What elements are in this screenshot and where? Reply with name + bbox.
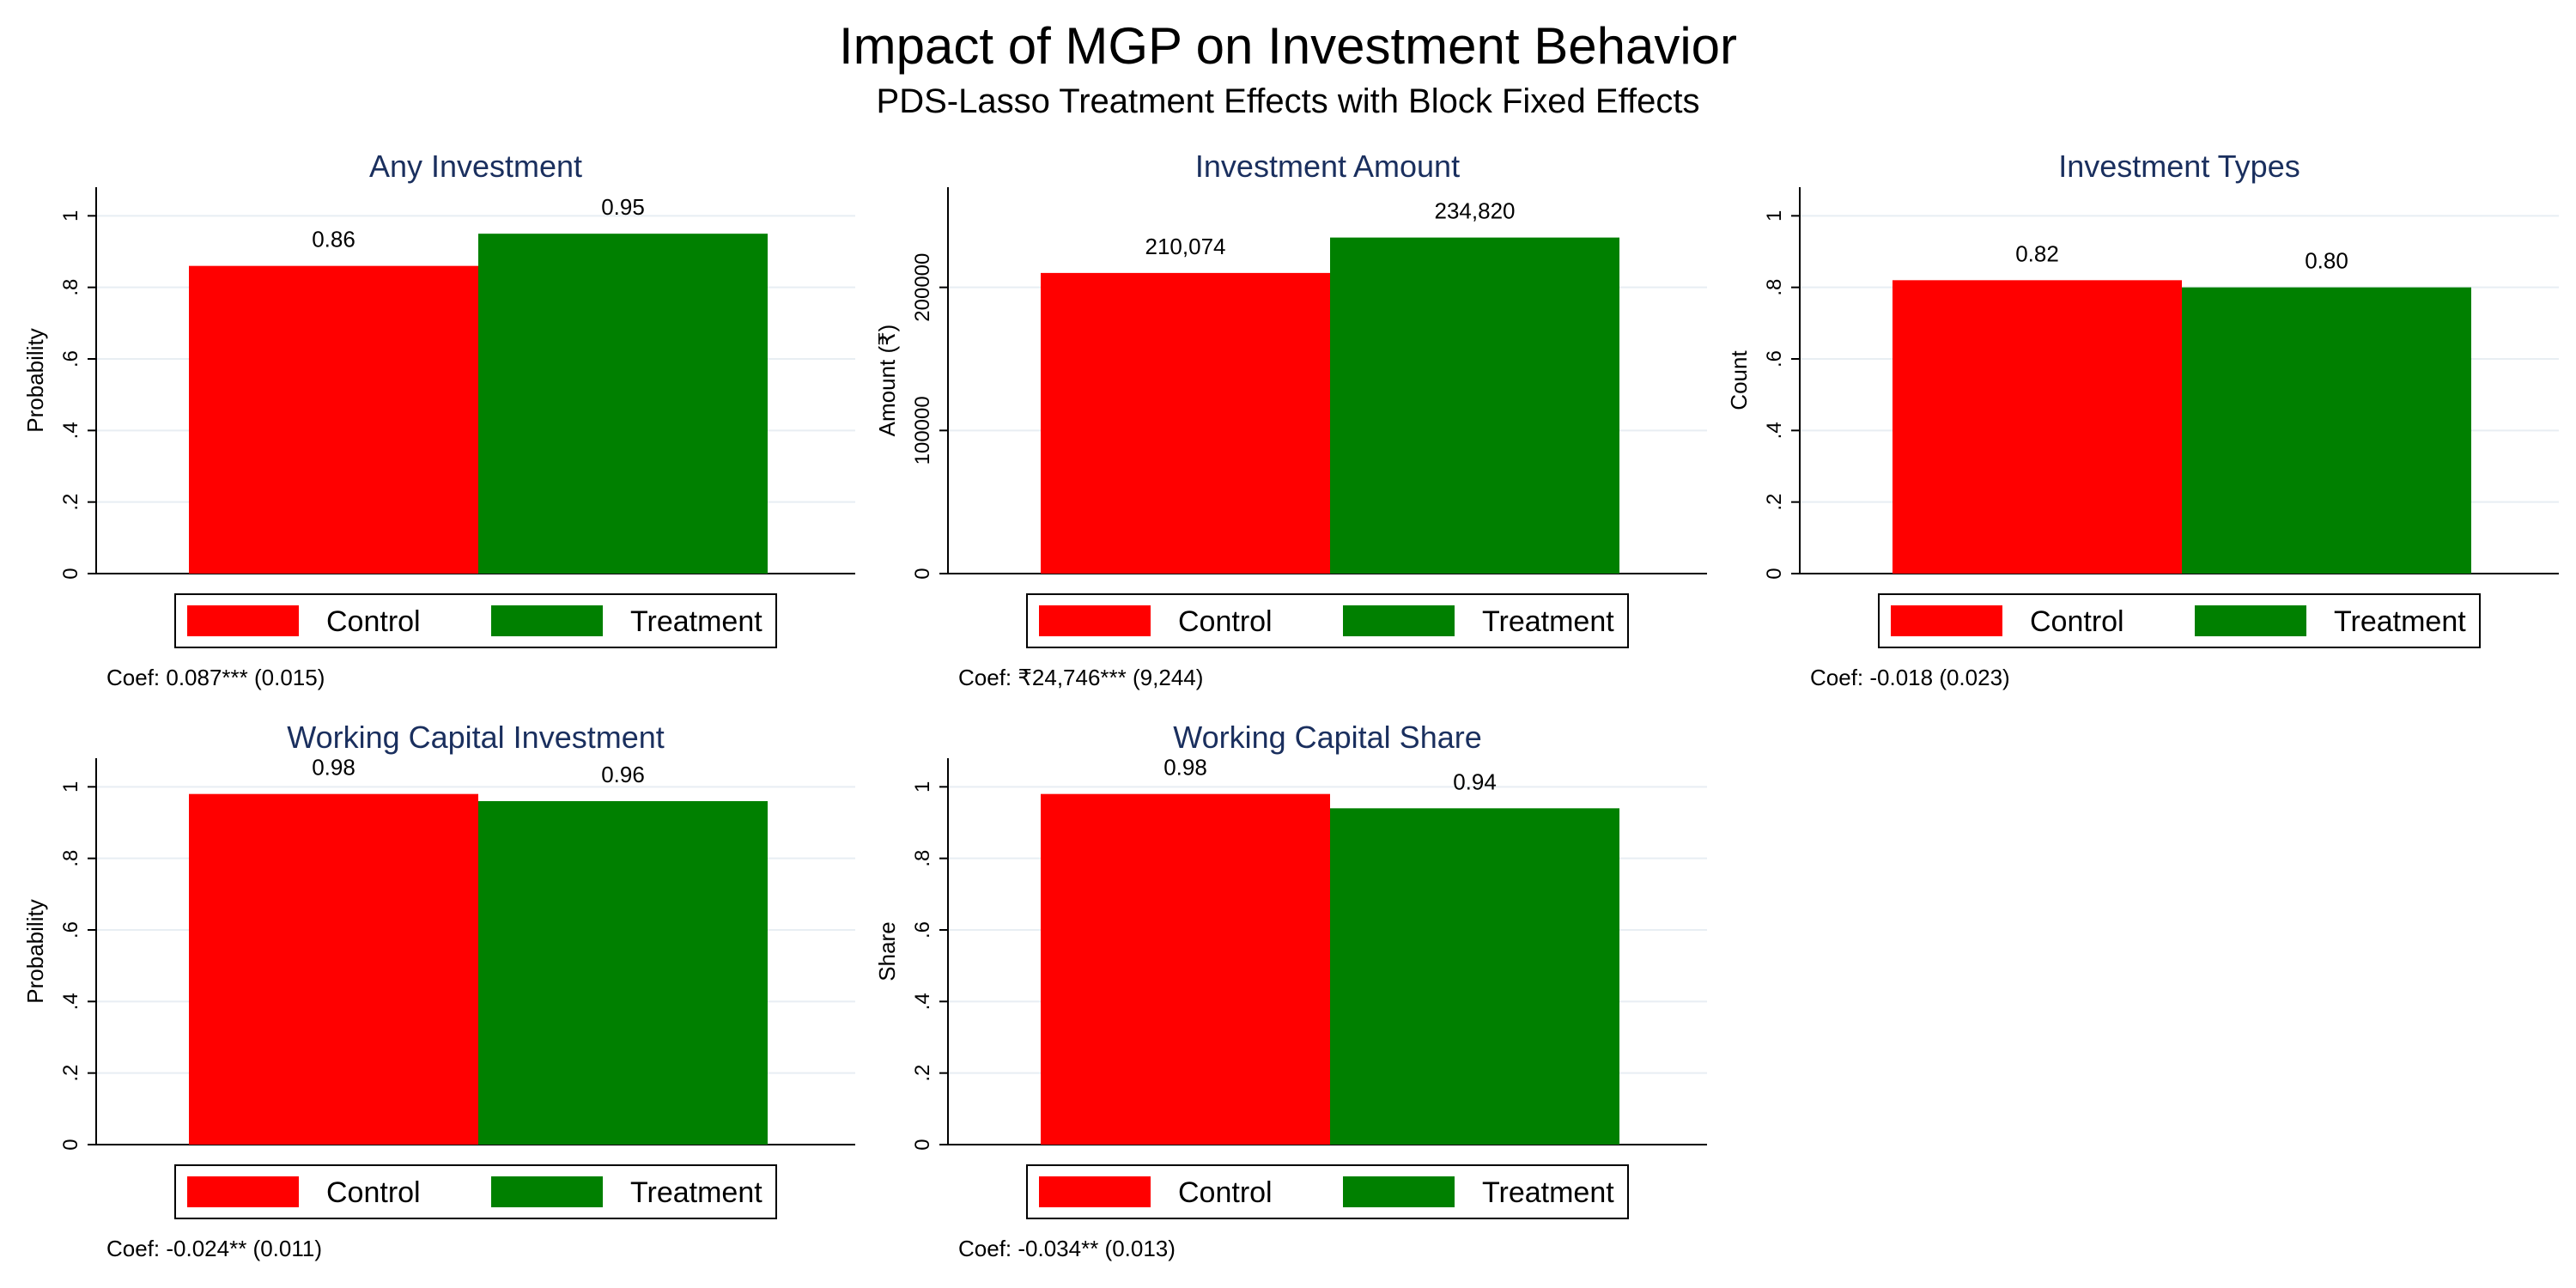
legend-label: Control bbox=[1178, 1176, 1273, 1209]
legend-label: Treatment bbox=[1482, 1176, 1614, 1209]
y-tick-label: .4 bbox=[1763, 422, 1786, 439]
panel-title: Investment Types bbox=[2058, 149, 2300, 184]
legend-swatch-control bbox=[187, 605, 299, 636]
legend-label: Control bbox=[2030, 605, 2124, 638]
coef-note: Coef: ₹24,746*** (9,244) bbox=[958, 665, 1203, 690]
y-axis-label: Count bbox=[1726, 350, 1752, 410]
bar-treatment bbox=[1330, 237, 1619, 574]
bar-treatment bbox=[478, 801, 768, 1145]
bar-control bbox=[1041, 272, 1330, 574]
y-axis-label: Probability bbox=[22, 899, 48, 1003]
chart-panel: Investment Types 0 .2 .4 .6 .8 1 Count 0.82 0.80 C… bbox=[1726, 149, 2559, 690]
bar-value-label: 0.96 bbox=[601, 762, 645, 787]
bar-value-label: 234,820 bbox=[1435, 198, 1516, 224]
bar-treatment bbox=[478, 234, 768, 574]
legend-label: Control bbox=[326, 1176, 421, 1209]
bar-control bbox=[1893, 280, 2182, 574]
chart-panel: Investment Amount 0 100000 200000 Amount (₹)… bbox=[874, 149, 1707, 690]
legend-label: Treatment bbox=[1482, 605, 1614, 638]
legend-label: Control bbox=[326, 605, 421, 638]
y-tick-label: .4 bbox=[59, 993, 82, 1010]
legend-swatch-control bbox=[1039, 1176, 1151, 1207]
bar-value-label: 0.80 bbox=[2305, 248, 2348, 274]
legend-swatch-control bbox=[187, 1176, 299, 1207]
panel-title: Investment Amount bbox=[1195, 149, 1460, 184]
y-tick-label: .2 bbox=[59, 1065, 82, 1082]
y-tick-label: .8 bbox=[59, 279, 82, 296]
y-tick-label: 1 bbox=[59, 210, 82, 222]
bar-treatment bbox=[2182, 287, 2471, 574]
y-axis-label: Amount (₹) bbox=[874, 325, 900, 437]
bar-value-label: 0.98 bbox=[312, 755, 355, 781]
y-tick-label: .6 bbox=[911, 921, 934, 939]
y-tick-label: .6 bbox=[59, 921, 82, 939]
y-axis-label: Share bbox=[874, 921, 900, 981]
y-tick-label: .2 bbox=[1763, 494, 1786, 511]
chart-panel: Any Investment 0 .2 .4 .6 .8 1 Probability 0.86 0… bbox=[22, 149, 855, 690]
y-tick-label: 0 bbox=[1763, 568, 1786, 579]
bar-control bbox=[189, 793, 478, 1145]
y-tick-label: .4 bbox=[59, 422, 82, 439]
legend-swatch-treatment bbox=[1343, 1176, 1455, 1207]
y-tick-label: .2 bbox=[911, 1065, 934, 1082]
y-tick-label: .8 bbox=[911, 850, 934, 867]
y-tick-label: 1 bbox=[1763, 210, 1786, 222]
y-tick-label: .8 bbox=[1763, 279, 1786, 296]
legend-label: Control bbox=[1178, 605, 1273, 638]
legend-swatch-treatment bbox=[491, 1176, 603, 1207]
y-tick-label: .6 bbox=[59, 350, 82, 368]
panel-title: Working Capital Investment bbox=[287, 720, 665, 755]
coef-note: Coef: -0.024** (0.011) bbox=[106, 1236, 322, 1261]
y-tick-label: 1 bbox=[59, 781, 82, 793]
legend-swatch-control bbox=[1891, 605, 2002, 636]
bar-control bbox=[1041, 793, 1330, 1145]
legend-swatch-treatment bbox=[491, 605, 603, 636]
y-tick-label: 1 bbox=[911, 781, 934, 793]
y-tick-label: 0 bbox=[911, 568, 934, 579]
chart-panel: Working Capital Investment 0 .2 .4 .6 .8 1 Prob… bbox=[22, 720, 855, 1261]
bar-value-label: 0.86 bbox=[312, 227, 355, 252]
figure-title: Impact of MGP on Investment Behavior bbox=[838, 17, 1738, 75]
bar-value-label: 0.94 bbox=[1453, 769, 1497, 794]
legend-label: Treatment bbox=[2334, 605, 2466, 638]
legend-label: Treatment bbox=[630, 1176, 762, 1209]
legend-swatch-treatment bbox=[1343, 605, 1455, 636]
y-tick-label: .4 bbox=[911, 993, 934, 1010]
coef-note: Coef: -0.018 (0.023) bbox=[1810, 665, 2010, 690]
y-tick-label: 0 bbox=[59, 1139, 82, 1150]
panel-title: Working Capital Share bbox=[1173, 720, 1482, 755]
y-tick-label: 0 bbox=[59, 568, 82, 579]
bar-value-label: 0.98 bbox=[1163, 755, 1207, 781]
legend-label: Treatment bbox=[630, 605, 762, 638]
y-tick-label: 0 bbox=[911, 1139, 934, 1150]
y-tick-label: 100000 bbox=[911, 396, 934, 465]
y-tick-label: .2 bbox=[59, 494, 82, 511]
chart-panel: Working Capital Share 0 .2 .4 .6 .8 1 Share 0.98… bbox=[874, 720, 1707, 1261]
bar-control bbox=[189, 265, 478, 574]
bar-value-label: 0.95 bbox=[601, 194, 645, 220]
y-axis-label: Probability bbox=[22, 328, 48, 432]
legend-swatch-control bbox=[1039, 605, 1151, 636]
coef-note: Coef: -0.034** (0.013) bbox=[958, 1236, 1176, 1261]
y-tick-label: .8 bbox=[59, 850, 82, 867]
coef-note: Coef: 0.087*** (0.015) bbox=[106, 665, 325, 690]
y-tick-label: .6 bbox=[1763, 350, 1786, 368]
bar-value-label: 210,074 bbox=[1145, 234, 1226, 259]
figure-subtitle: PDS-Lasso Treatment Effects with Block F… bbox=[876, 82, 1700, 120]
bar-value-label: 0.82 bbox=[2015, 240, 2059, 266]
bar-treatment bbox=[1330, 808, 1619, 1145]
panel-title: Any Investment bbox=[369, 149, 582, 184]
legend-swatch-treatment bbox=[2195, 605, 2306, 636]
y-tick-label: 200000 bbox=[911, 253, 934, 322]
